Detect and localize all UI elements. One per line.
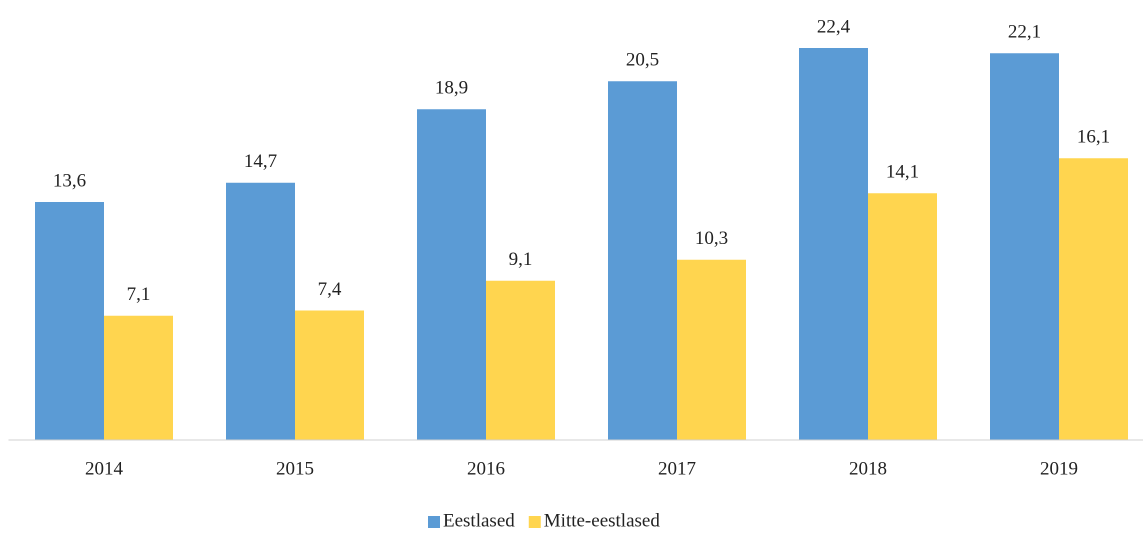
data-label: 13,6 [53, 170, 86, 191]
bar [295, 310, 364, 440]
data-label: 22,1 [1008, 22, 1041, 43]
data-label: 22,4 [817, 16, 851, 37]
data-label: 10,3 [695, 228, 728, 249]
legend-swatch [528, 516, 541, 528]
data-label: 18,9 [435, 78, 468, 99]
data-label: 7,4 [318, 279, 342, 300]
data-label: 9,1 [509, 249, 533, 270]
bar [35, 202, 104, 440]
data-label: 20,5 [626, 50, 659, 71]
legend-label: Mitte-eestlased [544, 510, 661, 531]
data-label: 14,1 [886, 162, 919, 183]
bar [104, 315, 173, 440]
bar [608, 81, 677, 440]
x-tick-label: 2019 [1040, 458, 1078, 479]
data-label: 7,1 [127, 284, 151, 305]
data-label: 14,7 [244, 151, 277, 172]
x-tick-label: 2018 [849, 458, 887, 479]
bar [990, 53, 1059, 440]
x-tick-label: 2014 [85, 458, 124, 479]
bar [417, 109, 486, 440]
data-label: 16,1 [1077, 127, 1110, 148]
legend-swatch [428, 516, 440, 528]
x-tick-label: 2016 [467, 458, 505, 479]
legend-label: Eestlased [443, 510, 515, 531]
bar [226, 182, 295, 440]
bar [486, 280, 555, 440]
bar [868, 193, 937, 440]
x-tick-label: 2017 [658, 458, 696, 479]
x-tick-label: 2015 [276, 458, 314, 479]
bar [677, 259, 746, 440]
bar [1059, 158, 1128, 440]
bar [799, 48, 868, 440]
